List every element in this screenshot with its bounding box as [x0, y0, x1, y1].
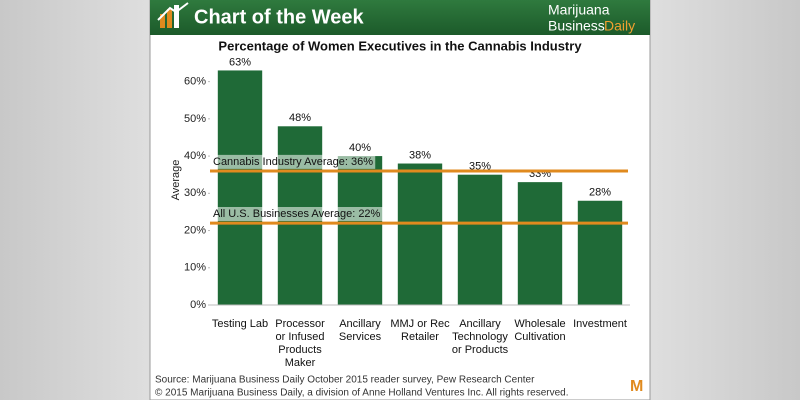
x-tick-label: MMJ or Rec Retailer [390, 318, 450, 343]
y-tick-label: 60% [184, 76, 206, 88]
bar [337, 156, 383, 305]
bar [517, 182, 563, 305]
y-tick-label: 0% [190, 299, 206, 311]
value-label: 63% [229, 56, 251, 68]
brand: Marijuana [548, 2, 610, 18]
y-tick-label: 10% [184, 262, 206, 274]
y-tick-label: 50% [184, 113, 206, 125]
value-label: 40% [349, 142, 371, 154]
reference-label: Cannabis Industry Average: 36% [213, 156, 373, 168]
reference-label: All U.S. Businesses Average: 22% [213, 208, 381, 220]
x-tick-label: Processor or Infused Products Maker [275, 318, 325, 369]
header-title: Chart of the Week [194, 6, 365, 28]
brand: Daily [604, 18, 635, 34]
bar [217, 70, 263, 305]
y-tick-label: 20% [184, 224, 206, 236]
y-axis-label: Average [170, 160, 182, 201]
x-tick-label: Wholesale Cultivation [514, 318, 566, 343]
source: Source: Marijuana Business Daily October… [155, 375, 535, 386]
footer-logo: M [630, 378, 643, 395]
value-label: 38% [409, 149, 431, 161]
brand: Business [548, 18, 605, 34]
bar [457, 174, 503, 305]
value-label: 28% [589, 187, 611, 199]
reference-label-bg [211, 206, 383, 221]
bar [577, 200, 623, 305]
header-bar [150, 0, 650, 35]
x-tick-label: Ancillary Technology or Products [451, 318, 509, 356]
y-tick-label: 30% [184, 187, 206, 199]
copyright: © 2015 Marijuana Business Daily, a divis… [155, 388, 569, 399]
x-tick-label: Ancillary Services [338, 318, 382, 343]
x-tick-label: Testing Lab [211, 318, 269, 330]
value-label: 48% [289, 112, 311, 124]
logo-icon [157, 2, 189, 28]
y-tick-label: 40% [184, 150, 206, 162]
reference-label-bg [211, 154, 376, 169]
chart-title: Percentage of Women Executives in the Ca… [218, 38, 582, 53]
x-tick-label: Investment [573, 318, 627, 330]
bar [397, 163, 443, 305]
